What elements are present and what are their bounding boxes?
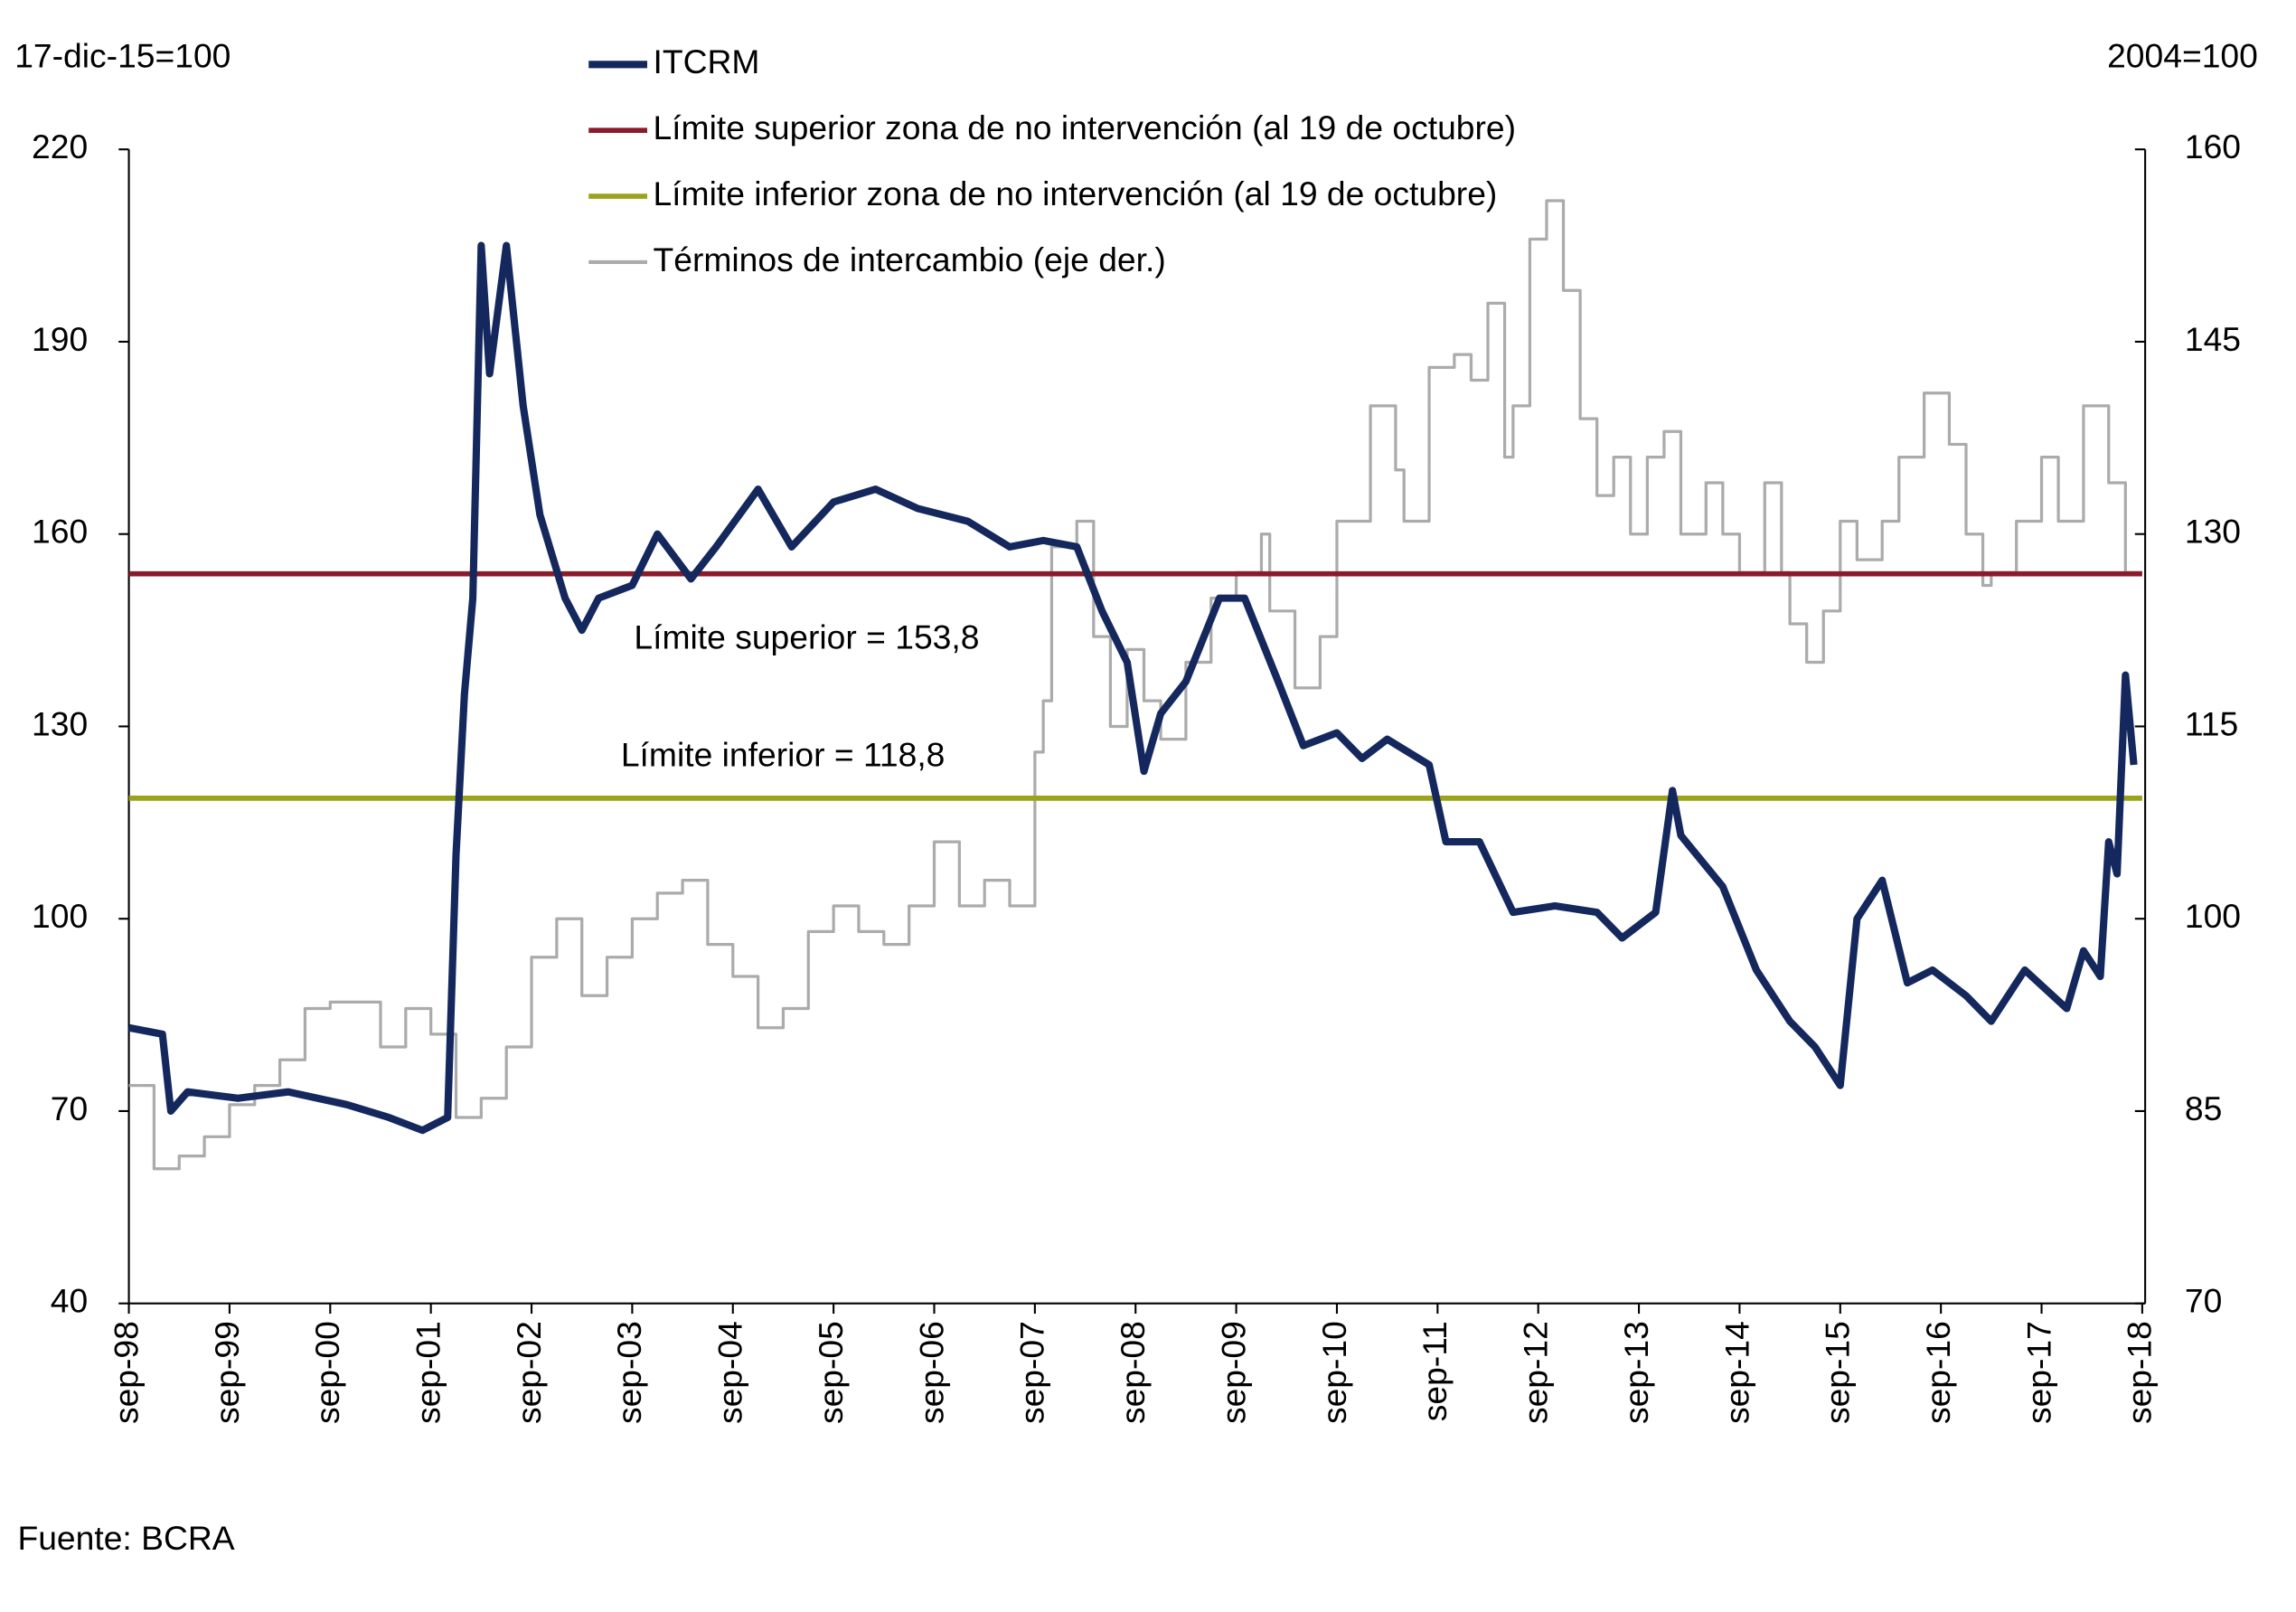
y2-tick-label: 70 [2185, 1282, 2222, 1320]
x-tick-label: sep-05 [812, 1321, 850, 1424]
x-tick-label: sep-15 [1819, 1321, 1857, 1424]
y-tick-label: 70 [51, 1089, 88, 1127]
x-tick-label: sep-07 [1013, 1321, 1051, 1424]
legend-label: Límite inferior zona de no intervención … [653, 174, 1497, 212]
x-tick-label: sep-14 [1717, 1321, 1755, 1424]
annotation: Límite inferior = 118,8 [621, 735, 946, 773]
x-tick-label: sep-12 [1517, 1321, 1555, 1424]
x-tick-label: sep-04 [711, 1321, 749, 1424]
y-tick-label: 190 [32, 320, 88, 358]
series-line [128, 199, 2142, 1171]
y-tick-label: 130 [32, 704, 88, 742]
x-tick-label: sep-09 [1214, 1321, 1252, 1424]
y2-tick-label: 145 [2185, 320, 2241, 358]
annotation: Límite superior = 153,8 [634, 617, 979, 655]
y-tick-label: 160 [32, 513, 88, 551]
y2-tick-label: 100 [2185, 897, 2241, 935]
x-tick-label: sep-99 [208, 1321, 246, 1424]
x-tick-label: sep-02 [510, 1321, 548, 1424]
x-tick-label: sep-17 [2019, 1321, 2057, 1424]
x-tick-label: sep-08 [1114, 1321, 1152, 1424]
y2-tick-label: 85 [2185, 1089, 2222, 1127]
y2-tick-label: 115 [2185, 704, 2238, 742]
y2-axis-unit: 2004=100 [2107, 37, 2258, 75]
y2-tick-label: 160 [2185, 127, 2241, 165]
x-tick-label: sep-06 [912, 1321, 950, 1424]
y2-tick-label: 130 [2185, 513, 2241, 551]
x-tick-label: sep-00 [308, 1321, 346, 1424]
x-tick-label: sep-98 [107, 1321, 145, 1424]
y-axis-unit: 17-dic-15=100 [14, 37, 231, 75]
legend-label: Límite superior zona de no intervención … [653, 108, 1516, 146]
legend-label: Términos de intercambio (eje der.) [653, 240, 1165, 278]
source: Fuente: BCRA [17, 1519, 234, 1557]
y-tick-label: 100 [32, 897, 88, 935]
x-tick-label: sep-16 [1919, 1321, 1957, 1424]
x-tick-label: sep-18 [2121, 1321, 2159, 1424]
series-line [127, 241, 2138, 1135]
x-tick-label: sep-13 [1617, 1321, 1655, 1424]
x-tick-label: sep-10 [1315, 1321, 1353, 1424]
x-tick-label: sep-01 [409, 1321, 447, 1424]
x-tick-label: sep-11 [1416, 1321, 1454, 1421]
y-tick-label: 220 [32, 127, 88, 165]
y-tick-label: 40 [51, 1282, 88, 1320]
legend-label: ITCRM [653, 42, 759, 80]
x-tick-label: sep-03 [610, 1321, 648, 1424]
